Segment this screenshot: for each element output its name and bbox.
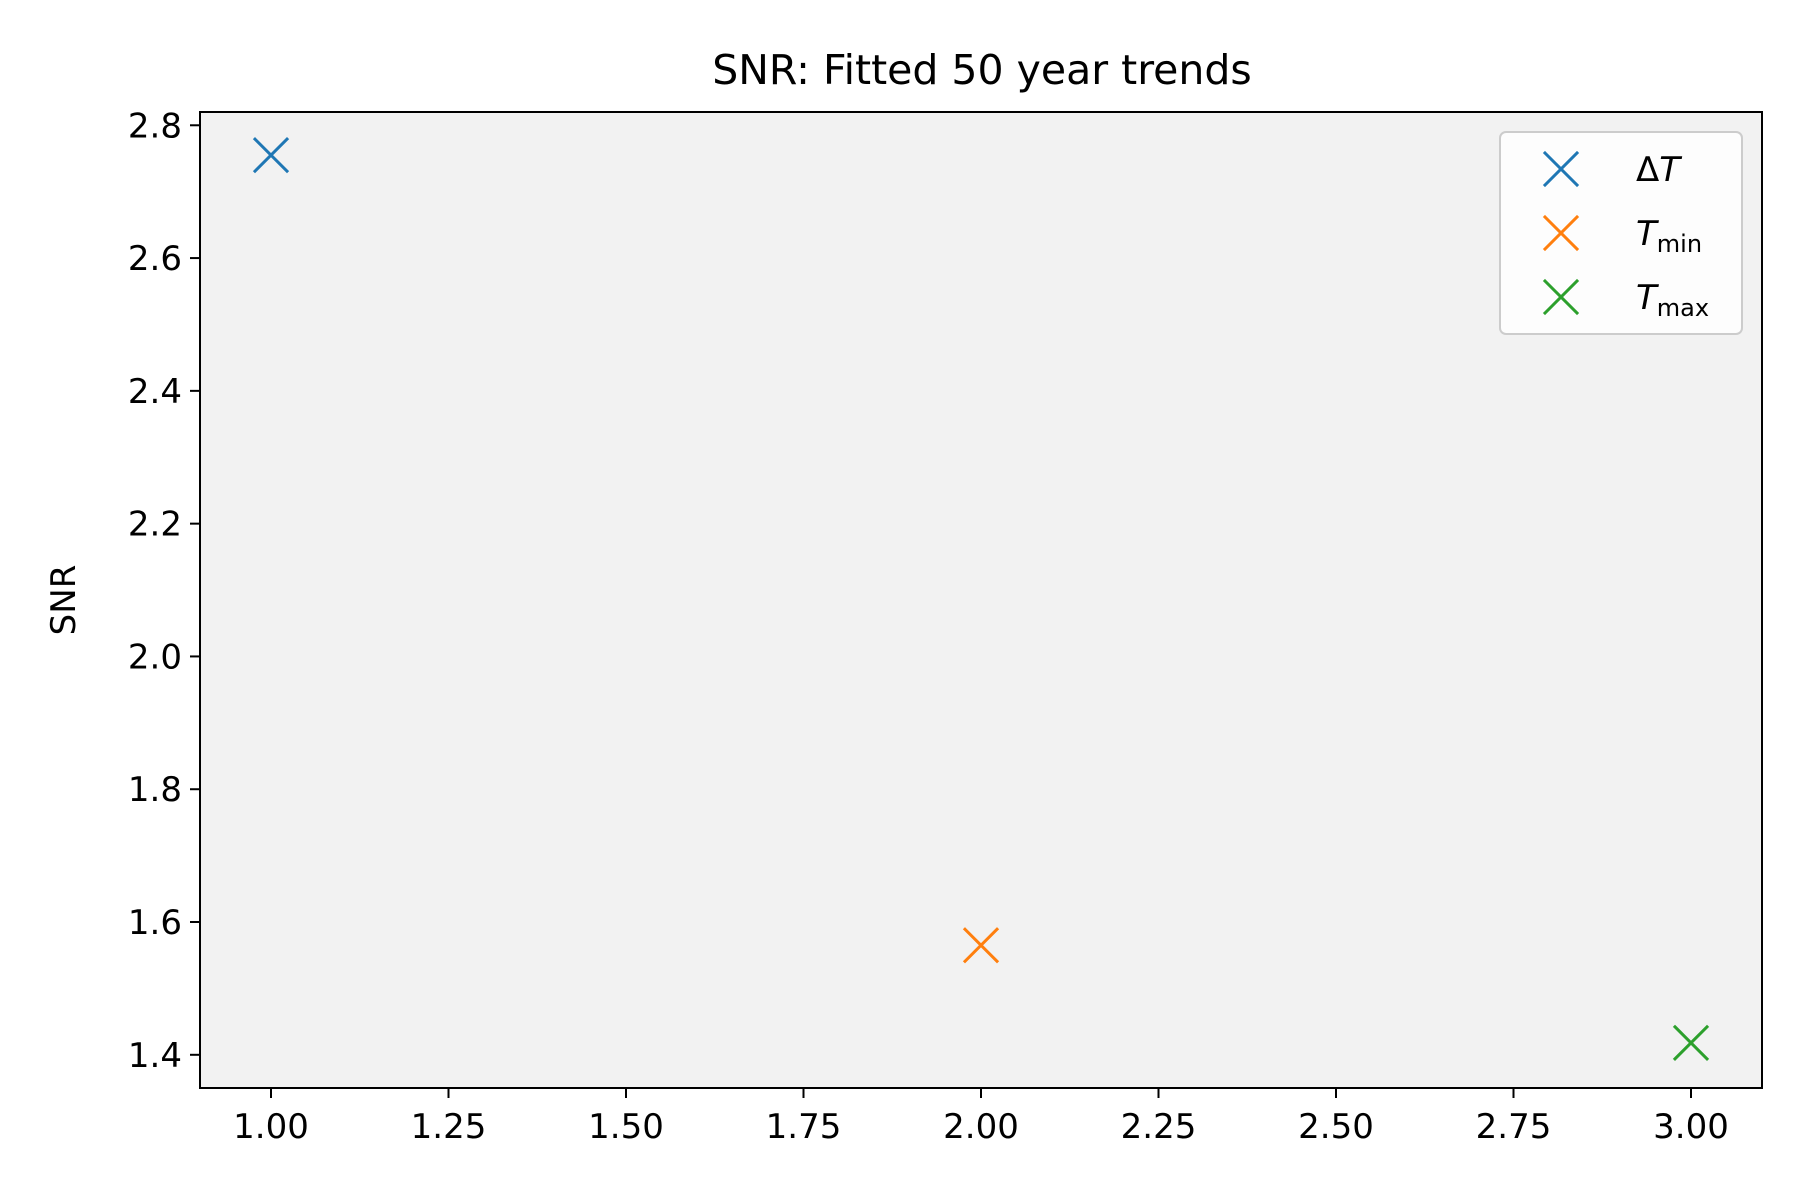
y-axis-label: SNR — [44, 565, 84, 636]
legend-label: Tmax — [1636, 278, 1709, 322]
data-point — [962, 927, 1000, 964]
legend-label: ΔT — [1636, 150, 1682, 190]
y-tick-label: 2.8 — [128, 106, 182, 146]
y-tick-label: 2.4 — [128, 372, 182, 412]
x-tick-label: 3.00 — [1653, 1107, 1729, 1147]
x-tick-label: 1.00 — [233, 1107, 309, 1147]
x-tick-label: 2.75 — [1476, 1107, 1552, 1147]
x-marker-stroke — [252, 137, 290, 174]
chart-title: SNR: Fitted 50 year trends — [712, 46, 1252, 94]
y-tick-label: 1.8 — [128, 770, 182, 810]
y-tick-label: 2.6 — [128, 239, 182, 279]
x-tick-label: 1.75 — [766, 1107, 842, 1147]
y-tick-label: 2.2 — [128, 505, 182, 545]
x-tick-label: 2.25 — [1121, 1107, 1197, 1147]
data-points — [252, 137, 1710, 1061]
legend-frame — [1499, 131, 1743, 335]
y-tick-label: 1.4 — [128, 1036, 182, 1076]
x-marker-stroke — [962, 927, 1000, 964]
y-tick-label: 1.6 — [128, 903, 182, 943]
legend-label: Tmin — [1636, 214, 1702, 258]
y-tick-label: 2.0 — [128, 637, 182, 677]
legend-marker-stroke — [1542, 278, 1580, 316]
legend-item: ΔT — [1542, 150, 1682, 190]
x-tick-label: 1.50 — [588, 1107, 664, 1147]
y-axis-ticks: 1.4 1.6 1.8 2.0 2.2 2.4 2.6 2.8 — [128, 106, 200, 1076]
x-axis-ticks: 1.00 1.25 1.50 1.75 2.00 2.25 2.50 2.75 3.00 — [233, 1088, 1729, 1147]
legend-label-italic: T — [1659, 150, 1682, 190]
legend-item: Tmax — [1542, 278, 1709, 322]
x-marker-stroke — [1672, 1024, 1710, 1061]
legend-label-italic: T — [1636, 214, 1659, 254]
legend-label-main: Δ — [1636, 150, 1659, 190]
data-point — [252, 137, 290, 174]
data-point — [1672, 1024, 1710, 1061]
legend-marker-stroke — [1542, 214, 1580, 252]
legend-label-italic: T — [1636, 278, 1659, 318]
x-tick-label: 2.50 — [1298, 1107, 1374, 1147]
legend-item: Tmin — [1542, 214, 1702, 258]
legend-label-subscript: min — [1657, 230, 1702, 258]
x-tick-label: 1.25 — [411, 1107, 487, 1147]
legend-label-subscript: max — [1657, 294, 1709, 322]
x-tick-label: 2.00 — [943, 1107, 1019, 1147]
legend-marker-stroke — [1542, 150, 1580, 188]
